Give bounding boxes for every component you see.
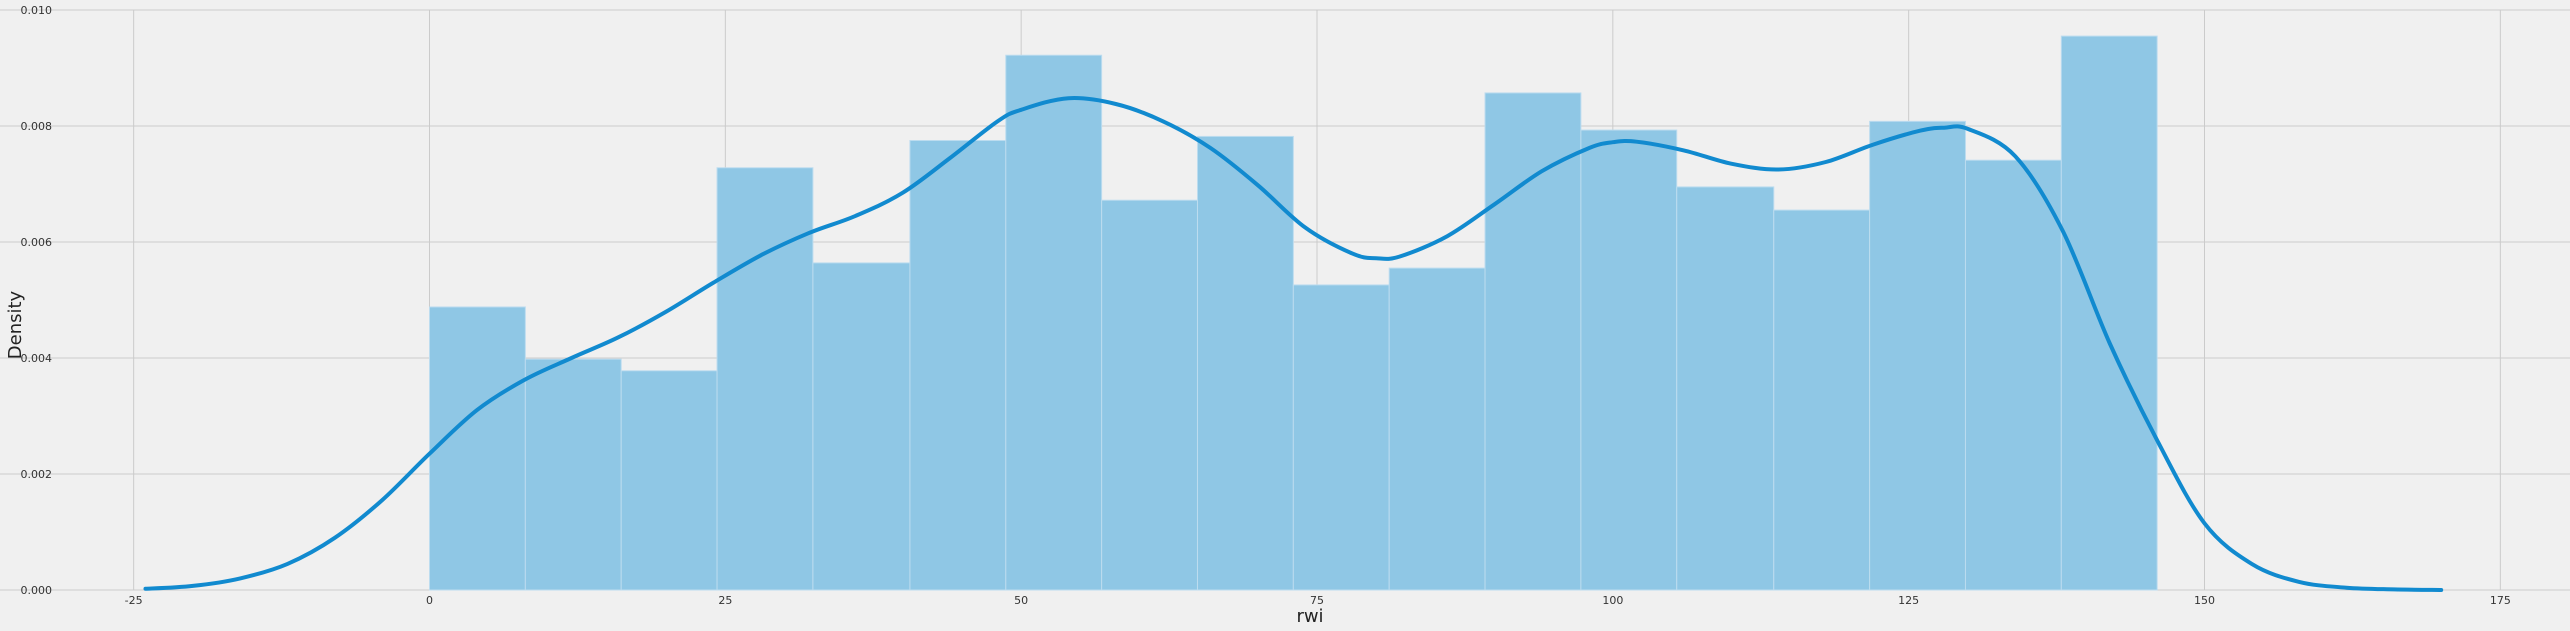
- x-tick-label: 100: [1602, 594, 1623, 607]
- histogram-bar: [1869, 120, 1966, 591]
- histogram-bar: [1005, 54, 1103, 591]
- x-tick-label: 50: [1014, 594, 1028, 607]
- x-tick-label: 125: [1898, 594, 1919, 607]
- y-tick-label: 0.000: [21, 584, 53, 597]
- histogram-bar: [620, 370, 718, 591]
- histogram-bar: [909, 140, 1007, 591]
- kde-curve: [143, 96, 2444, 592]
- y-tick-label: 0.006: [21, 236, 53, 249]
- x-tick-label: -25: [125, 594, 143, 607]
- x-tick-label: 25: [718, 594, 732, 607]
- histogram-bar: [1580, 129, 1678, 591]
- kde-curve-layer: [143, 96, 2444, 592]
- histogram-bar: [1964, 159, 2062, 591]
- histogram-bar: [1676, 186, 1775, 591]
- histogram-bar: [1292, 284, 1390, 591]
- histogram-bar: [812, 262, 911, 591]
- histogram-bar: [429, 306, 526, 591]
- histogram-bars: [429, 35, 2158, 591]
- histogram-bar: [716, 167, 814, 591]
- histogram-bar: [1484, 92, 1582, 591]
- tick-labels: -25 0 25 50 75 100 125 150 175 0.000 0.002 0.004 0.0…: [21, 4, 2511, 607]
- x-tick-label: 75: [1310, 594, 1324, 607]
- histogram-bar: [1101, 199, 1198, 591]
- y-tick-label: 0.008: [21, 120, 53, 133]
- y-tick-label: 0.004: [21, 352, 53, 365]
- y-tick-label: 0.010: [21, 4, 53, 17]
- x-axis-label: rwi: [1296, 606, 1323, 627]
- histogram-bar: [1196, 135, 1294, 591]
- histogram-bar: [524, 358, 622, 591]
- histogram-bar: [1388, 267, 1486, 591]
- x-tick-label: 150: [2194, 594, 2215, 607]
- y-tick-label: 0.002: [21, 468, 53, 481]
- histogram-bar: [2060, 35, 2158, 591]
- y-axis-label: Density: [5, 290, 26, 359]
- histogram-bar: [1773, 209, 1871, 591]
- x-tick-label: 175: [2490, 594, 2511, 607]
- x-tick-label: 0: [426, 594, 433, 607]
